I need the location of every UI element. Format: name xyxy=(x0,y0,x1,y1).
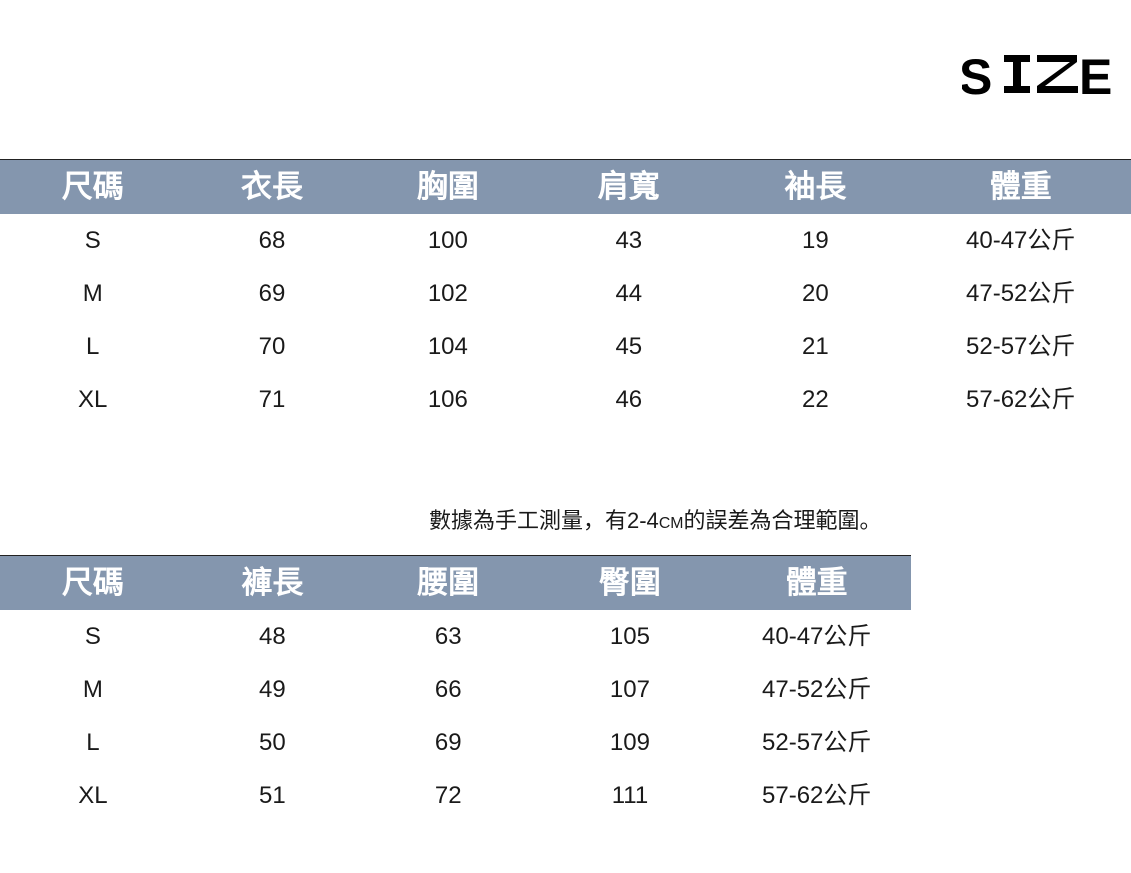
svg-text:S: S xyxy=(962,49,992,105)
svg-text:E: E xyxy=(1079,49,1112,105)
